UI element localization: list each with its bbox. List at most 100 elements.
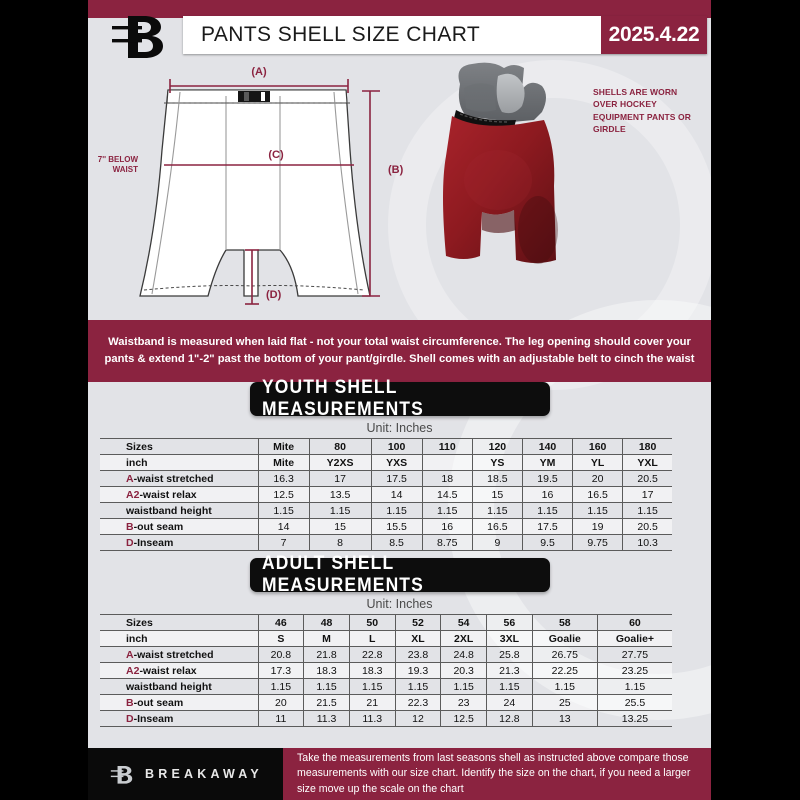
table-cell: 1.15 <box>371 502 423 519</box>
footer: BREAKAWAY Take the measurements from las… <box>88 748 711 800</box>
date-text: 2025.4.22 <box>608 23 700 46</box>
table-cell: 20 <box>258 694 305 711</box>
table-cell: S <box>258 630 305 647</box>
table-cell: 17 <box>622 486 672 503</box>
table-cell: 1.15 <box>532 678 598 695</box>
date-badge: 2025.4.22 <box>601 16 707 54</box>
waist-note-line2: WAIST <box>113 165 138 174</box>
row-label: waistband height <box>100 502 259 519</box>
table-cell: 18.3 <box>349 662 396 679</box>
youth-heading-badge: YOUTH SHELL MEASUREMENTS <box>249 377 550 420</box>
row-label-marker: B <box>126 520 134 533</box>
table-cell: 56 <box>486 614 533 631</box>
table-cell: YS <box>472 454 523 471</box>
page-title: PANTS SHELL SIZE CHART <box>201 23 481 46</box>
table-cell: 21.3 <box>486 662 533 679</box>
row-label-marker: A <box>126 472 134 485</box>
table-cell: 100 <box>371 438 423 455</box>
table-cell: 18.3 <box>303 662 350 679</box>
table-row: waistband height 1.15 1.15 1.15 1.15 1.15 1.15… <box>100 678 672 695</box>
table-cell: M <box>303 630 350 647</box>
table-cell: 1.15 <box>258 678 305 695</box>
table-cell: 1.15 <box>472 502 523 519</box>
adult-heading-badge: ADULT SHELL MEASUREMENTS <box>249 553 550 596</box>
table-cell: 17 <box>309 470 372 487</box>
youth-heading-text: YOUTH SHELL MEASUREMENTS <box>261 377 424 420</box>
table-cell: 17.5 <box>522 518 574 535</box>
row-label-marker: A <box>126 648 134 661</box>
row-label-marker: D <box>126 536 134 549</box>
table-cell: 60 <box>597 614 672 631</box>
breakaway-b-logo-icon <box>110 766 133 784</box>
table-cell: 1.15 <box>395 678 442 695</box>
table-cell: 1.15 <box>440 678 488 695</box>
title-box: PANTS SHELL SIZE CHART <box>183 16 601 54</box>
label-d: (D) <box>266 289 282 301</box>
table-cell: 11 <box>258 710 305 727</box>
table-cell: 1.15 <box>349 678 396 695</box>
table-cell: 17.3 <box>258 662 305 679</box>
youth-unit-label: Unit: Inches <box>366 421 433 435</box>
table-cell: 1.15 <box>309 502 372 519</box>
diagram-region: (A) (C) (B) (D) 7'' BELOW WAIST <box>88 58 711 320</box>
table-cell: 180 <box>622 438 672 455</box>
table-cell: 17.5 <box>371 470 423 487</box>
table-cell: YXL <box>622 454 672 471</box>
row-label: B-out seam <box>100 518 259 535</box>
table-cell: 50 <box>349 614 396 631</box>
table-cell: 21.8 <box>303 646 350 663</box>
table-cell: 12 <box>395 710 442 727</box>
table-cell: YXS <box>371 454 423 471</box>
table-cell: 80 <box>309 438 372 455</box>
table-cell: 15.5 <box>371 518 423 535</box>
label-a: (A) <box>251 66 267 78</box>
table-cell: 20.8 <box>258 646 305 663</box>
table-cell: 14 <box>371 486 423 503</box>
table-cell: 22.3 <box>395 694 442 711</box>
table-cell: 1.15 <box>597 678 672 695</box>
table-cell: 18 <box>422 470 473 487</box>
shorts-technical-drawing: (A) (C) (B) (D) 7'' BELOW WAIST <box>98 66 404 305</box>
breakaway-b-logo-icon <box>112 16 163 58</box>
table-cell: 24 <box>486 694 533 711</box>
table-cell: 1.15 <box>572 502 624 519</box>
table-cell: 20.5 <box>622 518 672 535</box>
row-label: waistband height <box>100 678 259 695</box>
table-row: A-waist stretched 20.8 21.8 22.8 23.8 24.8 25.… <box>100 646 672 663</box>
table-cell: 22.25 <box>532 662 598 679</box>
table-cell: 10.3 <box>622 534 672 551</box>
adult-table: Sizes 46 48 50 52 54 56 58 60 inch S M L XL 2XL 3XL Goal… <box>100 614 672 727</box>
table-cell: 21 <box>349 694 396 711</box>
table-cell: 13 <box>532 710 598 727</box>
label-c: (C) <box>268 149 284 161</box>
row-label: A2-waist relax <box>100 486 259 503</box>
row-label-marker: D <box>126 712 134 725</box>
table-cell: 13.5 <box>309 486 372 503</box>
title-bar: PANTS SHELL SIZE CHART 2025.4.22 <box>183 16 707 54</box>
instruction-text: Waistband is measured when laid flat - n… <box>104 336 695 365</box>
table-cell: 14 <box>258 518 310 535</box>
table-cell: 26.75 <box>532 646 598 663</box>
table-cell: L <box>349 630 396 647</box>
table-cell: 12.5 <box>258 486 310 503</box>
table-cell: Goalie+ <box>597 630 672 647</box>
row-label: Sizes <box>100 614 259 631</box>
shell-photo <box>443 62 558 264</box>
adult-heading-text: ADULT SHELL MEASUREMENTS <box>261 553 424 596</box>
table-cell: 11.3 <box>303 710 350 727</box>
table-cell: 48 <box>303 614 350 631</box>
table-cell: 46 <box>258 614 305 631</box>
table-cell: 23 <box>440 694 488 711</box>
table-cell: 140 <box>522 438 574 455</box>
row-label: inch <box>100 454 259 471</box>
table-cell: 13.25 <box>597 710 672 727</box>
adult-section: ADULT SHELL MEASUREMENTS Unit: Inches Si… <box>88 553 711 727</box>
youth-table: Sizes Mite 80 100 110 120 140 160 180 inch Mite Y2X… <box>100 438 672 551</box>
table-cell: 16 <box>522 486 574 503</box>
table-cell: 2XL <box>440 630 488 647</box>
table-row: waistband height 1.15 1.15 1.15 1.15 1.15 1.15… <box>100 502 672 519</box>
footer-instruction-text: Take the measurements from last seasons … <box>297 752 691 795</box>
table-cell: 15 <box>309 518 372 535</box>
table-cell: 16.5 <box>572 486 624 503</box>
